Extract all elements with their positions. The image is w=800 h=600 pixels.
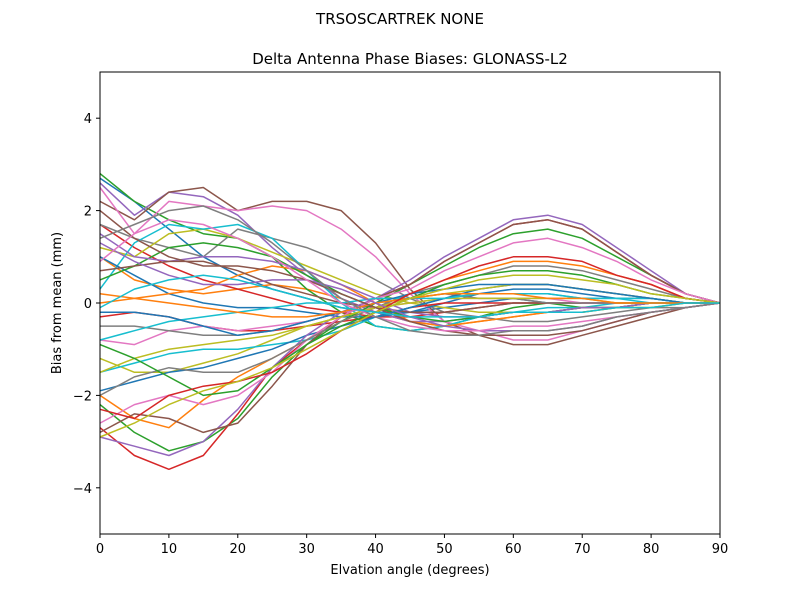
series-line-34 [99,256,721,420]
series-layer [99,173,721,471]
chart-title: Delta Antenna Phase Biases: GLONASS-L2 [252,50,568,68]
x-tick-label: 30 [298,542,315,557]
series-line-38 [99,205,721,337]
x-tick-label: 40 [367,542,384,557]
x-tick-label: 70 [574,542,591,557]
series-line-22 [99,260,721,429]
x-axis: 0 10 20 30 40 50 60 70 80 90 [96,534,728,557]
series-line-26 [99,219,721,434]
y-tick-label: −2 [73,389,92,404]
x-tick-label: 50 [436,542,453,557]
x-tick-label: 80 [643,542,660,557]
x-tick-label: 60 [505,542,522,557]
x-tick-label: 10 [161,542,178,557]
series-line-40 [99,274,720,318]
series-line-25 [99,214,721,457]
series-line-39 [99,274,721,438]
series-line-27 [99,237,721,424]
series-line-23 [99,228,721,452]
x-axis-label: Elvation angle (degrees) [330,563,489,578]
x-tick-label: 20 [230,542,247,557]
x-tick-label: 90 [712,542,729,557]
y-axis: −4 −2 0 2 4 [73,112,100,497]
y-tick-label: 2 [84,205,92,220]
y-tick-label: −4 [73,482,92,497]
y-axis-label: Bias from mean (mm) [50,232,65,374]
series-line-19 [99,297,720,374]
series-line-32 [99,293,720,318]
x-tick-label: 0 [96,542,104,557]
series-line-36 [99,210,721,337]
y-tick-label: 4 [84,112,92,127]
y-tick-label: 0 [84,297,92,312]
suptitle: TRSOSCARTREK NONE [315,10,484,28]
series-line-24 [99,219,721,471]
